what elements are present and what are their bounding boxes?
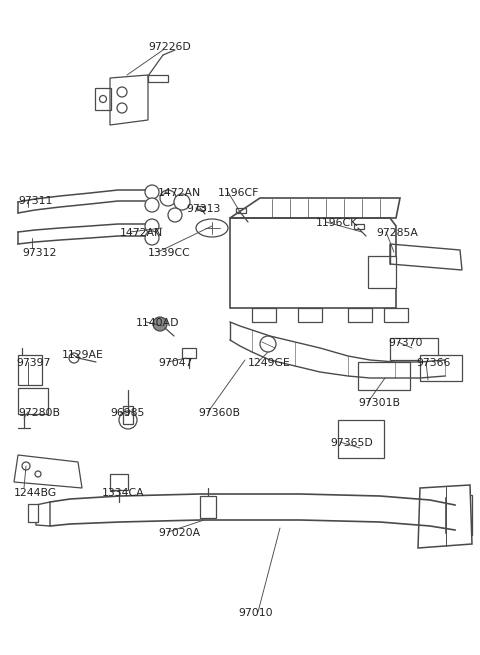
Circle shape [99, 96, 107, 102]
Circle shape [69, 353, 79, 363]
Circle shape [145, 185, 159, 199]
Text: 97397: 97397 [16, 358, 50, 368]
Text: 97370: 97370 [388, 338, 422, 348]
Text: 1196CK: 1196CK [316, 218, 358, 228]
Polygon shape [418, 485, 472, 548]
Circle shape [168, 208, 182, 222]
Bar [236, 208, 246, 213]
Bar [384, 308, 408, 322]
Bar [338, 420, 384, 458]
Bar [95, 88, 111, 110]
Bar [298, 308, 322, 322]
Bar [182, 348, 196, 358]
Bar [252, 308, 276, 322]
Text: 97366: 97366 [416, 358, 450, 368]
Ellipse shape [196, 219, 228, 237]
Text: 97047: 97047 [158, 358, 192, 368]
Circle shape [35, 471, 41, 477]
Circle shape [22, 462, 30, 470]
Circle shape [260, 336, 276, 352]
Text: 1472AN: 1472AN [158, 188, 201, 198]
Text: 97312: 97312 [22, 248, 56, 258]
Text: 1140AD: 1140AD [136, 318, 180, 328]
Bar [348, 308, 372, 322]
Bar [197, 206, 205, 210]
Circle shape [145, 219, 159, 233]
Text: 97313: 97313 [186, 204, 220, 214]
Bar [18, 355, 42, 385]
Bar [28, 504, 38, 522]
Circle shape [160, 190, 176, 206]
Text: 97010: 97010 [238, 608, 273, 618]
Polygon shape [14, 455, 82, 488]
Text: 1244BG: 1244BG [14, 488, 57, 498]
Circle shape [153, 317, 167, 331]
Bar [200, 496, 216, 518]
Circle shape [174, 194, 190, 210]
Bar [358, 362, 410, 390]
Text: 1196CF: 1196CF [218, 188, 259, 198]
Text: 97285A: 97285A [376, 228, 418, 238]
Polygon shape [36, 502, 50, 526]
Bar [354, 224, 364, 229]
Bar [420, 495, 472, 535]
Polygon shape [455, 496, 470, 538]
Circle shape [119, 411, 137, 429]
Text: 1472AN: 1472AN [120, 228, 163, 238]
Bar [420, 355, 462, 381]
Text: 97280B: 97280B [18, 408, 60, 418]
Text: 97226D: 97226D [148, 42, 191, 52]
Text: 96985: 96985 [110, 408, 144, 418]
Bar [390, 338, 438, 360]
Bar [18, 388, 48, 414]
Text: 1334CA: 1334CA [102, 488, 144, 498]
Bar [110, 474, 128, 490]
Circle shape [145, 231, 159, 245]
Text: 1129AE: 1129AE [62, 350, 104, 360]
Text: 97311: 97311 [18, 196, 52, 206]
Text: 1339CC: 1339CC [148, 248, 191, 258]
Text: 97365D: 97365D [330, 438, 373, 448]
Text: 97020A: 97020A [158, 528, 200, 538]
Circle shape [145, 198, 159, 212]
Text: 97301B: 97301B [358, 398, 400, 408]
Bar [123, 406, 133, 424]
Text: 1249GE: 1249GE [248, 358, 291, 368]
Text: 97360B: 97360B [198, 408, 240, 418]
Bar [368, 256, 396, 288]
